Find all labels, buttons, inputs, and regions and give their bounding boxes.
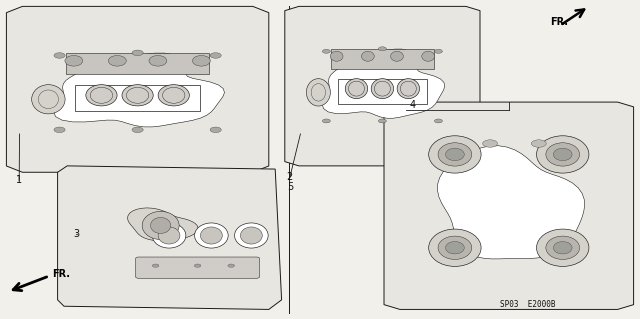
Circle shape <box>378 119 387 123</box>
Circle shape <box>435 119 442 123</box>
Ellipse shape <box>330 51 343 61</box>
Polygon shape <box>54 53 225 127</box>
Text: 5: 5 <box>287 182 293 192</box>
Ellipse shape <box>438 236 472 259</box>
Circle shape <box>210 53 221 58</box>
Circle shape <box>54 127 65 133</box>
Circle shape <box>228 264 235 267</box>
Ellipse shape <box>108 56 126 66</box>
Circle shape <box>323 49 330 53</box>
Circle shape <box>323 119 330 123</box>
Ellipse shape <box>193 56 211 66</box>
Circle shape <box>531 140 547 147</box>
Ellipse shape <box>241 227 262 244</box>
FancyBboxPatch shape <box>136 257 260 278</box>
Ellipse shape <box>536 229 589 266</box>
Bar <box>337 79 428 104</box>
Ellipse shape <box>546 236 580 259</box>
Ellipse shape <box>86 85 117 106</box>
Bar <box>66 53 209 74</box>
Text: 2: 2 <box>287 172 293 182</box>
Ellipse shape <box>422 51 435 61</box>
Ellipse shape <box>195 223 228 248</box>
Text: SP03  E2000B: SP03 E2000B <box>500 300 556 309</box>
Ellipse shape <box>150 218 171 234</box>
Text: FR.: FR. <box>550 17 568 27</box>
Polygon shape <box>384 102 634 309</box>
Text: 1: 1 <box>16 175 22 185</box>
Ellipse shape <box>554 148 572 161</box>
Ellipse shape <box>149 56 167 66</box>
Circle shape <box>54 53 65 58</box>
Polygon shape <box>58 166 282 309</box>
Polygon shape <box>127 208 198 241</box>
Circle shape <box>435 49 442 53</box>
Ellipse shape <box>438 143 472 166</box>
Text: 4: 4 <box>410 100 416 110</box>
Ellipse shape <box>235 223 268 248</box>
Ellipse shape <box>371 79 394 99</box>
Ellipse shape <box>554 241 572 254</box>
Bar <box>331 49 434 69</box>
Text: FR.: FR. <box>52 269 70 279</box>
Polygon shape <box>6 6 269 172</box>
Ellipse shape <box>158 227 180 244</box>
Ellipse shape <box>31 85 65 114</box>
Polygon shape <box>438 146 584 259</box>
Ellipse shape <box>429 229 481 266</box>
Circle shape <box>195 264 201 267</box>
Ellipse shape <box>397 79 420 99</box>
Circle shape <box>132 50 143 56</box>
Ellipse shape <box>546 143 580 166</box>
Text: 3: 3 <box>74 229 80 240</box>
Ellipse shape <box>445 148 464 161</box>
Ellipse shape <box>429 136 481 173</box>
Ellipse shape <box>345 79 367 99</box>
Bar <box>75 85 200 111</box>
Ellipse shape <box>142 211 179 240</box>
Ellipse shape <box>152 223 186 248</box>
Ellipse shape <box>122 85 153 106</box>
Ellipse shape <box>362 51 374 61</box>
Circle shape <box>210 127 221 133</box>
Ellipse shape <box>65 56 83 66</box>
Circle shape <box>378 47 387 51</box>
Circle shape <box>132 127 143 133</box>
Ellipse shape <box>536 136 589 173</box>
Ellipse shape <box>307 79 330 106</box>
Ellipse shape <box>445 241 464 254</box>
Ellipse shape <box>158 85 189 106</box>
Polygon shape <box>285 6 480 166</box>
Ellipse shape <box>200 227 222 244</box>
Circle shape <box>483 140 497 147</box>
Circle shape <box>152 264 159 267</box>
Polygon shape <box>322 49 445 118</box>
Ellipse shape <box>390 51 403 61</box>
